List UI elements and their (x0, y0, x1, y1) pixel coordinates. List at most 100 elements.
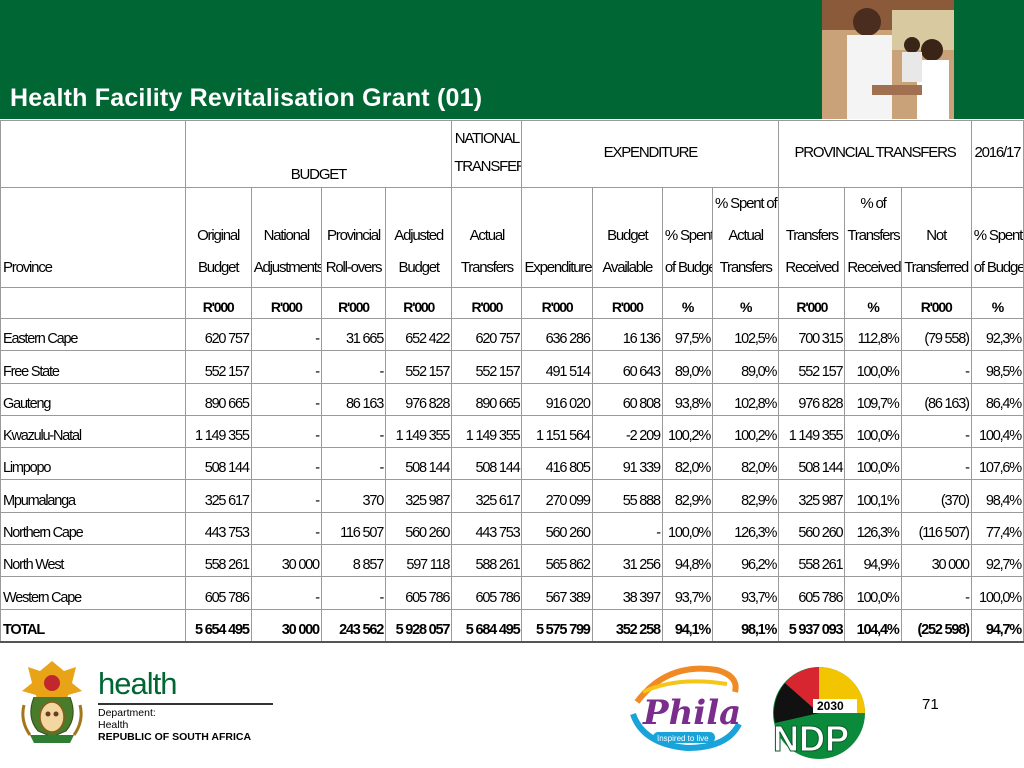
province-cell: Mpumalanga (0, 479, 186, 513)
unit-cell: R'000 (900, 287, 972, 319)
col-label: % Spent (664, 227, 713, 244)
value-cell: 86 163 (320, 382, 387, 416)
value-cell: 508 144 (778, 447, 846, 481)
col-adjusted-budget: Adjusted Budget (385, 187, 453, 288)
col-label: Budget (197, 259, 240, 276)
col-label: % of (860, 195, 886, 212)
total-value-cell: 5 684 495 (451, 608, 523, 644)
col-pct-spent-budget: % Spent of Budget (661, 187, 714, 288)
value-cell: 100,0% (844, 350, 902, 384)
total-value-cell: 94,1% (661, 608, 714, 644)
phila-tagline: Inspired to live (657, 734, 709, 743)
col-label: Original (197, 227, 240, 244)
unit-cell: R'000 (320, 287, 387, 319)
province-cell: Eastern Cape (0, 317, 186, 352)
value-cell: - (250, 317, 322, 352)
value-cell: 8 857 (320, 544, 387, 578)
value-cell: 325 617 (184, 479, 252, 513)
value-cell: 325 987 (778, 479, 846, 513)
total-value-cell: 243 562 (320, 608, 387, 644)
value-cell: 325 987 (385, 479, 453, 513)
total-label: TOTAL (0, 608, 186, 644)
value-cell: - (250, 576, 322, 610)
value-cell: 890 665 (451, 382, 523, 416)
value-cell: 98,4% (970, 479, 1024, 513)
value-cell: - (900, 447, 972, 481)
total-value-cell: 98,1% (712, 608, 780, 644)
ndp-year: 2030 (817, 699, 844, 713)
col-label: % Spent of (715, 195, 778, 212)
value-cell: 508 144 (385, 447, 453, 481)
col-label: Provincial (326, 227, 381, 244)
value-cell: 89,0% (712, 350, 780, 384)
table-row: Kwazulu-Natal 1 149 355- -1 149 355 1 149 3… (0, 414, 1024, 449)
value-cell: 916 020 (521, 382, 593, 416)
department-text: Department: Health REPUBLIC OF SOUTH AFR… (98, 707, 251, 743)
group-provincial-transfers: PROVINCIAL TRANSFERS (778, 120, 972, 188)
col-label: National (263, 227, 311, 244)
value-cell: 60 808 (591, 382, 663, 416)
col-province: Province (0, 187, 186, 288)
grant-table-wrapper: BUDGET NATIONAL TRANSFERS EXPENDITURE PR… (0, 120, 1024, 644)
value-cell: (86 163) (900, 382, 972, 416)
unit-cell: R'000 (778, 287, 846, 319)
value-cell: 30 000 (900, 544, 972, 578)
value-cell: 93,7% (712, 576, 780, 610)
group-national-transfers-line1: NATIONAL (454, 129, 521, 147)
value-cell: 94,9% (844, 544, 902, 578)
unit-cell: R'000 (451, 287, 523, 319)
value-cell: 100,0% (661, 511, 714, 546)
value-cell: 55 888 (591, 479, 663, 513)
value-cell: 605 786 (778, 576, 846, 610)
total-value-cell: 5 937 093 (778, 608, 846, 644)
value-cell: 597 118 (385, 544, 453, 578)
value-cell: - (591, 511, 663, 546)
unit-cell: R'000 (184, 287, 252, 319)
table-row: Gauteng 890 665-86 163 976 828 890 665 916 0… (0, 382, 1024, 416)
col-label: Not (926, 227, 947, 244)
col-not-transferred: Not Transferred (900, 187, 972, 288)
col-label: Actual (728, 227, 764, 244)
col-label: Adjusted (394, 227, 444, 244)
col-label: Budget (398, 259, 441, 276)
total-value-cell: 352 258 (591, 608, 663, 644)
value-cell: 620 757 (184, 317, 252, 352)
health-wordmark: health (98, 666, 177, 701)
column-header-row: Province Original Budget National Adjustme… (0, 187, 1024, 288)
total-value-cell: 30 000 (250, 608, 322, 644)
value-cell: - (250, 382, 322, 416)
value-cell: 560 260 (521, 511, 593, 546)
value-cell: 107,6% (970, 447, 1024, 481)
col-label: of Budget (664, 259, 712, 276)
value-cell: (79 558) (900, 317, 972, 352)
value-cell: 976 828 (778, 382, 846, 416)
value-cell: 93,8% (661, 382, 714, 416)
col-label: Roll-overs (325, 259, 383, 276)
table-body: Eastern Cape 620 757-31 665 652 422 620 757… (0, 317, 1024, 610)
total-row: TOTAL 5 654 495 30 000 243 562 5 928 057 5 68… (0, 608, 1024, 644)
value-cell: 552 157 (385, 350, 453, 384)
value-cell: - (900, 350, 972, 384)
col-national-adjustments: National Adjustments (250, 187, 322, 288)
value-cell: 1 149 355 (385, 414, 453, 449)
value-cell: - (250, 511, 322, 546)
col-label: Transfers (847, 227, 900, 244)
phila-logo: Phila Inspired to live (627, 662, 745, 754)
nurse-photo (822, 0, 954, 119)
value-cell: - (250, 479, 322, 513)
dept-line-1: Department: (98, 707, 156, 719)
value-cell: - (900, 576, 972, 610)
value-cell: 93,7% (661, 576, 714, 610)
value-cell: - (320, 576, 387, 610)
col-label: of Budget (973, 259, 1024, 276)
value-cell: 31 665 (320, 317, 387, 352)
province-cell: Western Cape (0, 576, 186, 610)
ndp-2030-logo: 2030 NDP (765, 663, 873, 760)
value-cell: 94,8% (661, 544, 714, 578)
table-row: Limpopo 508 144- -508 144 508 144 416 805 91 … (0, 447, 1024, 481)
value-cell: 100,0% (970, 576, 1024, 610)
value-cell: 1 149 355 (778, 414, 846, 449)
total-value-cell: 5 928 057 (385, 608, 453, 644)
value-cell: 116 507 (320, 511, 387, 546)
province-cell: Gauteng (0, 382, 186, 416)
